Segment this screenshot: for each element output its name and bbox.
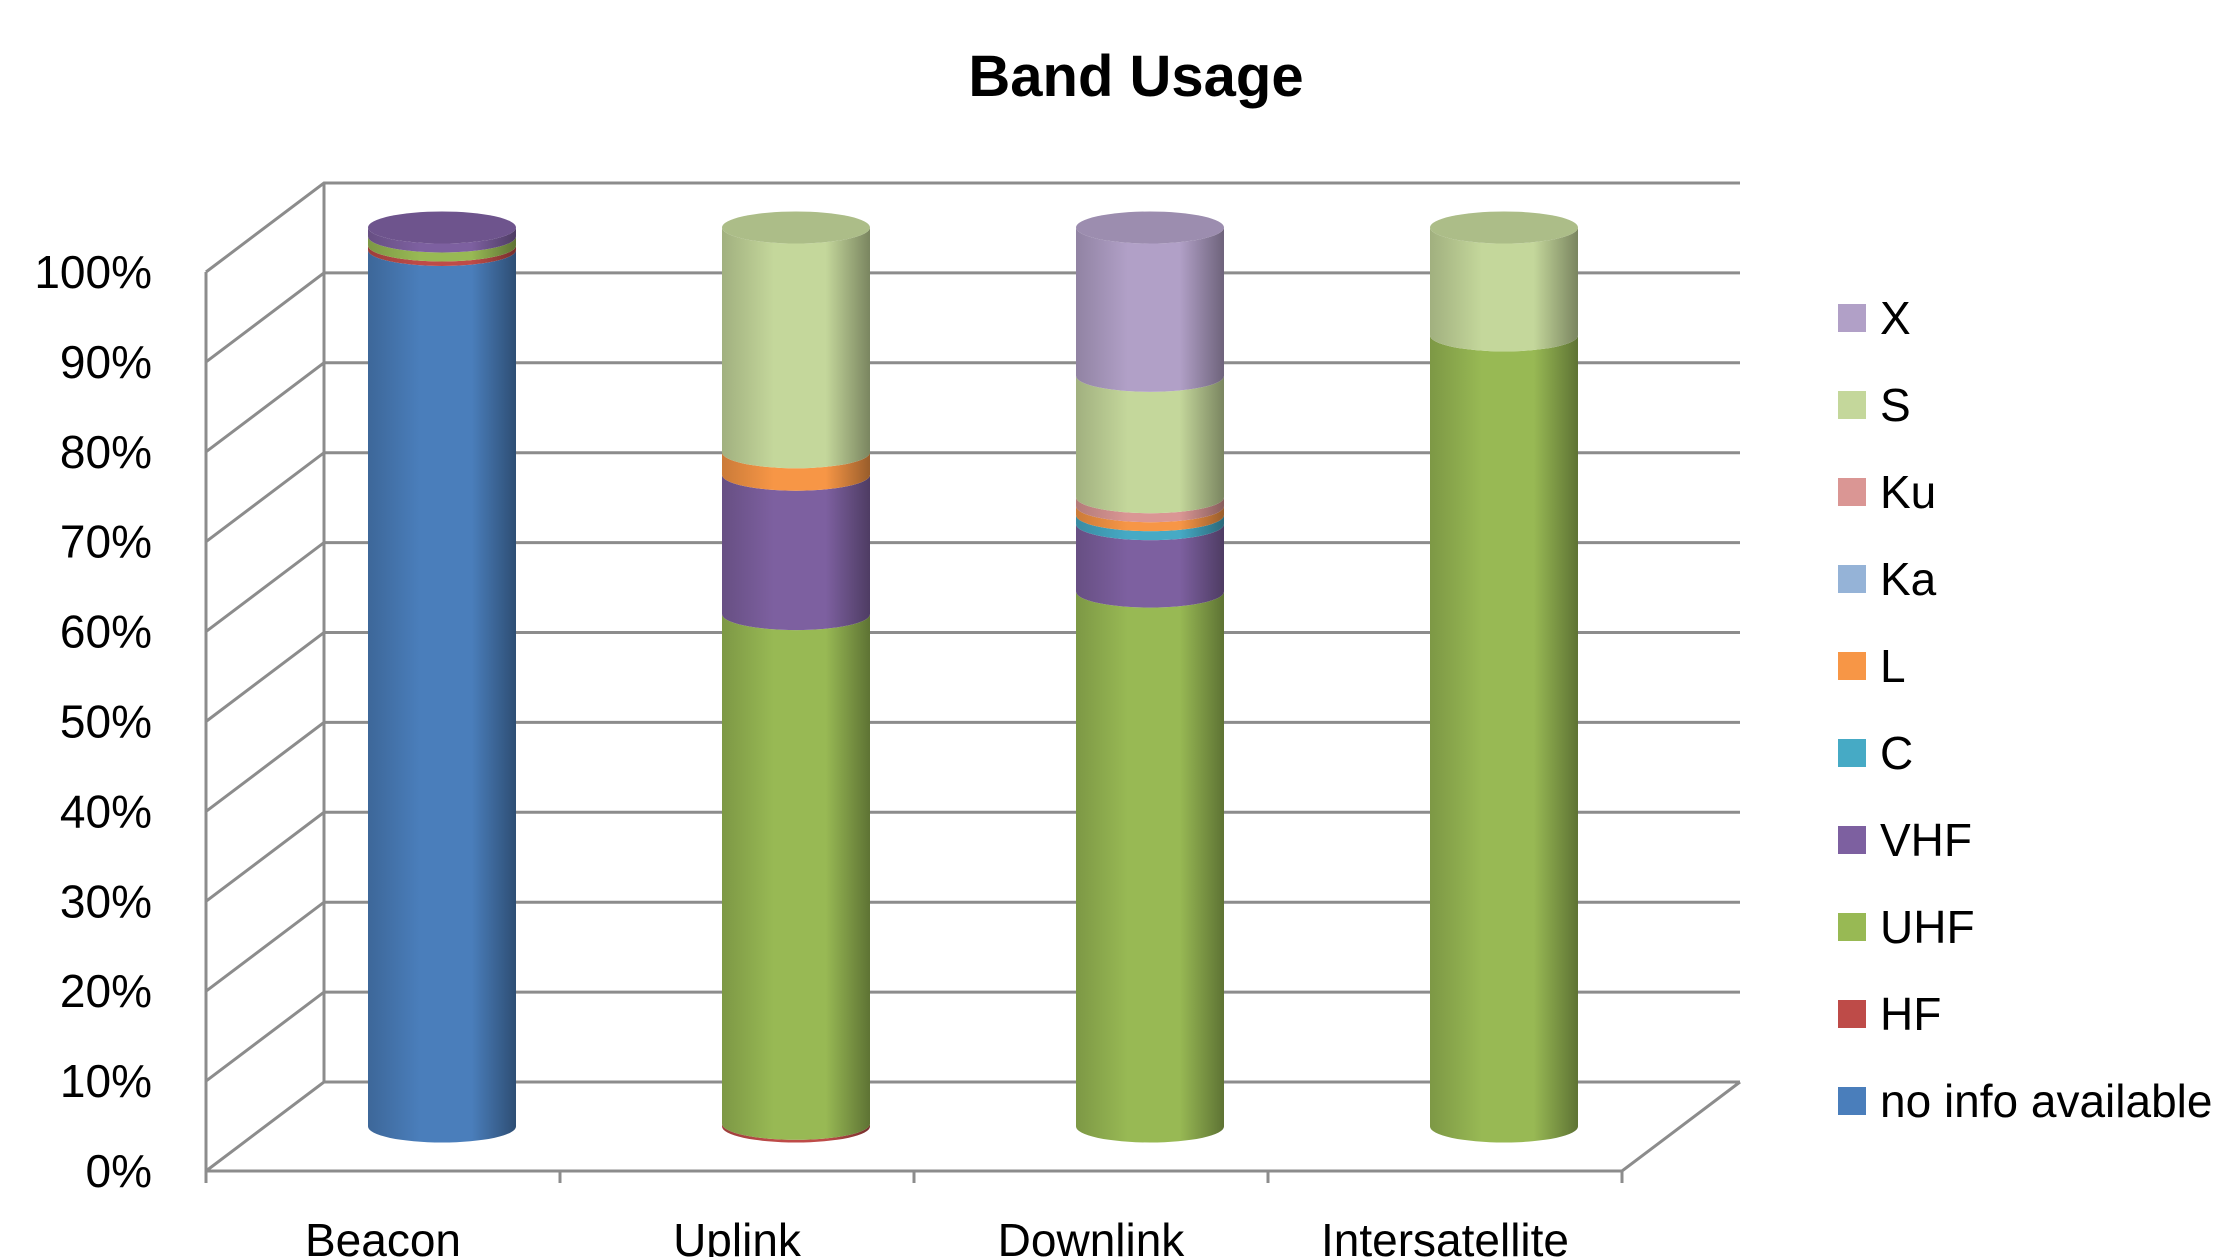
bar-segment-hf bbox=[368, 245, 516, 266]
bar-segment-ku bbox=[1076, 497, 1224, 523]
y-tick-label: 20% bbox=[60, 965, 152, 1017]
y-tick-label: 30% bbox=[60, 875, 152, 927]
bar-top-cap bbox=[1430, 211, 1578, 244]
bar-uplink bbox=[722, 211, 870, 1143]
bar-segment-uhf bbox=[1076, 591, 1224, 1143]
bar-beacon bbox=[368, 211, 516, 1143]
legend-label: X bbox=[1880, 292, 1911, 344]
legend-item: Ku bbox=[1838, 466, 1936, 518]
legend-label: VHF bbox=[1880, 814, 1972, 866]
legend-item: HF bbox=[1838, 988, 1941, 1040]
bar-downlink bbox=[1076, 211, 1224, 1143]
y-tick-label: 80% bbox=[60, 426, 152, 478]
bar-top-cap bbox=[368, 211, 516, 244]
legend-item: no info available bbox=[1838, 1075, 2212, 1127]
bar-intersatellite bbox=[1430, 211, 1578, 1143]
legend-label: no info available bbox=[1880, 1075, 2212, 1127]
bar-segment-uhf bbox=[1430, 335, 1578, 1143]
bar-segment-hf bbox=[722, 1123, 870, 1143]
bar-segment-s bbox=[1430, 227, 1578, 352]
bar-segment-uhf bbox=[368, 236, 516, 262]
legend-swatch bbox=[1838, 565, 1866, 593]
y-tick-label: 0% bbox=[86, 1145, 152, 1197]
x-category-label: Beacon bbox=[305, 1214, 461, 1257]
legend-item: C bbox=[1838, 727, 1913, 779]
y-tick-label: 40% bbox=[60, 785, 152, 837]
legend-item: S bbox=[1838, 379, 1911, 431]
y-tick-label: 100% bbox=[34, 246, 152, 298]
legend-swatch bbox=[1838, 304, 1866, 332]
legend: XS Ku Ka LC VHF UHF HF no info available bbox=[1838, 292, 2212, 1127]
bar-top-cap bbox=[1076, 211, 1224, 244]
chart-title: Band Usage bbox=[968, 44, 1303, 109]
legend-label: Ku bbox=[1880, 466, 1936, 518]
bar-segment-c bbox=[1076, 515, 1224, 541]
legend-label: C bbox=[1880, 727, 1913, 779]
bar-segment-vhf bbox=[368, 227, 516, 253]
bar-segment-vhf bbox=[1076, 524, 1224, 608]
x-category-label: Downlink bbox=[998, 1214, 1186, 1257]
y-tick-label: 70% bbox=[60, 516, 152, 568]
legend-label: HF bbox=[1880, 988, 1941, 1040]
legend-item: UHF bbox=[1838, 901, 1975, 953]
y-axis-ticks: 0% 10% 20% 30% 40% 50% 60% 70% 80% 90% 100% bbox=[34, 246, 152, 1197]
x-category-label: Uplink bbox=[673, 1214, 802, 1257]
bar-segment-l bbox=[722, 452, 870, 491]
legend-swatch bbox=[1838, 1087, 1866, 1115]
legend-swatch bbox=[1838, 478, 1866, 506]
legend-item: L bbox=[1838, 640, 1906, 692]
bar-top-cap bbox=[722, 211, 870, 244]
legend-swatch bbox=[1838, 739, 1866, 767]
x-axis-categories: Beacon Uplink Downlink Intersatellite bbox=[305, 1214, 1569, 1257]
legend-label: UHF bbox=[1880, 901, 1975, 953]
bar-segment-s bbox=[1076, 375, 1224, 514]
bar-segment-x bbox=[1076, 227, 1224, 392]
bars bbox=[368, 211, 1578, 1143]
legend-item: VHF bbox=[1838, 814, 1972, 866]
bar-segment-no-info-available bbox=[368, 249, 516, 1143]
legend-swatch bbox=[1838, 652, 1866, 680]
legend-swatch bbox=[1838, 826, 1866, 854]
y-tick-label: 10% bbox=[60, 1055, 152, 1107]
legend-swatch bbox=[1838, 391, 1866, 419]
bar-segment-l bbox=[1076, 506, 1224, 532]
legend-item: Ka bbox=[1838, 553, 1937, 605]
bar-segment-s bbox=[722, 227, 870, 469]
plot-walls bbox=[204, 181, 1741, 1183]
y-tick-label: 60% bbox=[60, 606, 152, 658]
legend-item: X bbox=[1838, 292, 1911, 344]
legend-label: S bbox=[1880, 379, 1911, 431]
x-category-label: Intersatellite bbox=[1321, 1214, 1569, 1257]
y-tick-label: 90% bbox=[60, 336, 152, 388]
y-tick-label: 50% bbox=[60, 696, 152, 748]
legend-label: Ka bbox=[1880, 553, 1937, 605]
bar-segment-vhf bbox=[722, 474, 870, 631]
legend-swatch bbox=[1838, 1000, 1866, 1028]
bar-segment-uhf bbox=[722, 614, 870, 1140]
legend-label: L bbox=[1880, 640, 1906, 692]
legend-swatch bbox=[1838, 913, 1866, 941]
